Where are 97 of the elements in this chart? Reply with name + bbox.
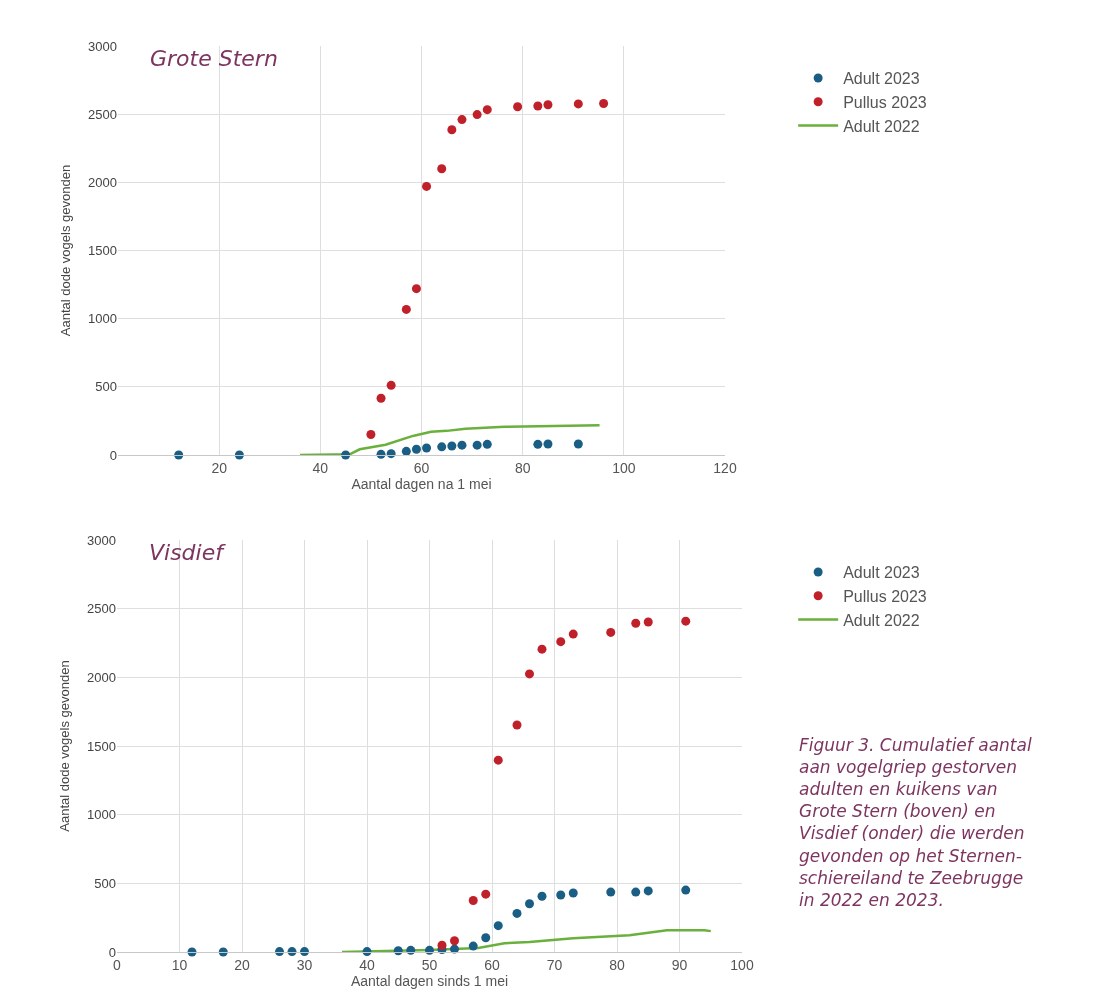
- point: [468, 941, 478, 951]
- point: [537, 891, 547, 901]
- point: [543, 100, 553, 110]
- legend-label: Pullus 2023: [843, 94, 927, 111]
- point: [457, 440, 467, 450]
- point: [681, 885, 691, 895]
- point: [493, 921, 503, 931]
- point: [643, 886, 653, 896]
- x-tick-label: 80: [514, 459, 531, 476]
- x-tick-label: 20: [211, 459, 228, 476]
- text: Figuur 3. Cumulatief aantal aan vogelgriep gestorven adulten en kuikens van Grote Stern (boven) en Visdief (onder) die werden gevonden op het Sternen- schiereiland te Zeebrugge in 2022 en 2023.: [799, 735, 1032, 910]
- point: [472, 440, 482, 450]
- point: [457, 115, 467, 125]
- point: [447, 125, 457, 135]
- y-tick-label: 1500: [87, 738, 116, 754]
- x-tick-label: 50: [421, 956, 438, 973]
- point: [493, 755, 503, 765]
- point: [512, 720, 522, 730]
- point: [411, 444, 421, 454]
- legend-label: Adult 2022: [843, 117, 920, 135]
- point: [599, 99, 609, 109]
- chart-title: Visdief: [149, 540, 227, 565]
- point: [573, 99, 583, 109]
- point: [437, 164, 447, 174]
- x-tick-label: 80: [609, 956, 625, 973]
- legend-label: Adult 2023: [843, 564, 920, 582]
- point: [425, 945, 434, 955]
- y-tick-label: 1500: [88, 243, 117, 259]
- point: [422, 181, 432, 191]
- point: [447, 441, 457, 451]
- point: [401, 446, 411, 456]
- y-axis-title: Aantal dode vogels gevonden: [58, 164, 74, 337]
- legend-label: Adult 2022: [843, 611, 920, 629]
- y-tick-label: 1000: [88, 311, 117, 327]
- point: [450, 936, 459, 946]
- x-tick-label: 20: [234, 956, 250, 973]
- point: [568, 888, 578, 898]
- y-tick-label: 0: [109, 447, 117, 463]
- x-tick-label: 100: [730, 956, 754, 973]
- point: [386, 380, 396, 390]
- y-tick-label: 500: [95, 379, 117, 395]
- point: [481, 889, 491, 899]
- x-tick-label: 100: [612, 459, 636, 476]
- x-tick-label: 120: [713, 459, 737, 476]
- point: [537, 644, 547, 654]
- point: [422, 443, 432, 453]
- x-tick-label: 90: [671, 956, 688, 973]
- point: [568, 629, 578, 639]
- y-tick-label: 500: [94, 875, 116, 891]
- y-tick-label: 2500: [88, 106, 117, 122]
- x-axis-title: Aantal dagen sinds 1 mei: [350, 972, 509, 989]
- y-tick-label: 2000: [88, 174, 117, 190]
- point: [533, 439, 543, 449]
- point: [525, 899, 534, 909]
- x-tick-label: 40: [312, 459, 329, 476]
- point: [376, 393, 386, 403]
- point: [556, 637, 566, 647]
- point: [437, 940, 447, 950]
- x-tick-label: 30: [296, 956, 313, 973]
- legend-label: Adult 2023: [843, 70, 920, 88]
- y-tick-label: 3000: [88, 38, 117, 54]
- point: [481, 933, 491, 943]
- point: [482, 439, 492, 449]
- y-tick-label: 0: [108, 944, 116, 960]
- legend-label: Pullus 2023: [843, 588, 927, 605]
- point: [366, 430, 376, 440]
- point: [606, 887, 616, 897]
- point: [573, 439, 583, 449]
- point: [472, 110, 482, 120]
- point: [643, 617, 653, 627]
- point: [681, 616, 691, 626]
- y-tick-label: 3000: [87, 532, 116, 548]
- y-tick-label: 2000: [87, 669, 116, 685]
- y-tick-label: 1000: [87, 807, 116, 823]
- point: [411, 284, 421, 294]
- point: [512, 908, 522, 918]
- point: [631, 887, 641, 897]
- point: [606, 627, 616, 637]
- y-tick-label: 2500: [87, 601, 116, 617]
- x-tick-label: 60: [484, 956, 500, 973]
- point: [513, 102, 523, 112]
- point: [468, 896, 478, 905]
- x-tick-label: 10: [171, 956, 188, 973]
- point: [631, 618, 641, 628]
- point: [533, 101, 543, 111]
- point: [401, 304, 411, 314]
- x-axis-title: Aantal dagen na 1 mei: [351, 475, 492, 492]
- point: [556, 890, 566, 900]
- y-axis-title: Aantal dode vogels gevonden: [57, 660, 73, 832]
- chart-title: Grote Stern: [150, 46, 278, 71]
- point: [525, 669, 534, 679]
- point: [437, 442, 447, 452]
- x-tick-label: 40: [359, 956, 375, 973]
- x-tick-label: 70: [546, 956, 563, 973]
- x-tick-label: 60: [413, 459, 430, 476]
- point: [543, 439, 553, 449]
- point: [482, 105, 492, 115]
